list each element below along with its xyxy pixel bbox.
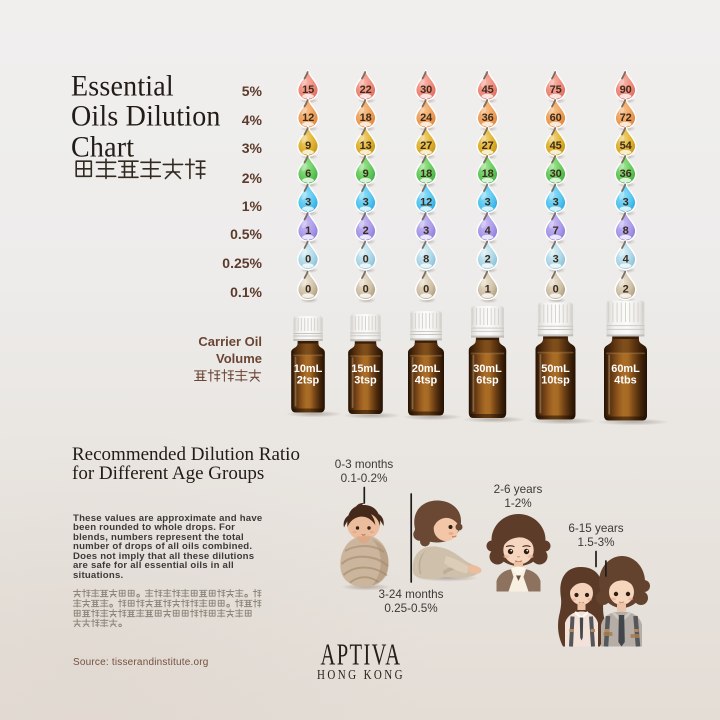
svg-text:18: 18 bbox=[420, 168, 432, 180]
svg-text:7: 7 bbox=[553, 225, 559, 237]
svg-text:12: 12 bbox=[302, 112, 314, 124]
svg-text:50mL: 50mL bbox=[541, 363, 570, 375]
svg-text:24: 24 bbox=[420, 112, 433, 124]
svg-text:3tsp: 3tsp bbox=[354, 375, 377, 387]
svg-text:0: 0 bbox=[305, 253, 311, 265]
svg-text:20mL: 20mL bbox=[412, 363, 441, 375]
svg-text:0: 0 bbox=[363, 283, 369, 295]
svg-text:10tsp: 10tsp bbox=[541, 375, 570, 387]
svg-text:2: 2 bbox=[363, 225, 369, 237]
svg-text:15: 15 bbox=[302, 84, 314, 96]
svg-text:15mL: 15mL bbox=[351, 363, 380, 375]
svg-text:45: 45 bbox=[482, 84, 494, 96]
svg-text:18: 18 bbox=[360, 112, 372, 124]
svg-text:8: 8 bbox=[623, 225, 629, 237]
svg-text:22: 22 bbox=[360, 84, 372, 96]
svg-text:4: 4 bbox=[623, 253, 630, 265]
svg-text:90: 90 bbox=[620, 84, 632, 96]
svg-text:60mL: 60mL bbox=[611, 363, 640, 375]
svg-text:30: 30 bbox=[550, 168, 562, 180]
svg-text:72: 72 bbox=[620, 112, 632, 124]
svg-text:45: 45 bbox=[550, 140, 562, 152]
svg-text:0: 0 bbox=[553, 283, 559, 295]
svg-text:4tbs: 4tbs bbox=[614, 375, 636, 387]
svg-text:60: 60 bbox=[550, 112, 562, 124]
svg-text:6: 6 bbox=[305, 168, 311, 180]
svg-text:27: 27 bbox=[482, 140, 494, 152]
svg-text:0: 0 bbox=[305, 283, 311, 295]
svg-text:4: 4 bbox=[485, 225, 492, 237]
svg-text:0: 0 bbox=[363, 253, 369, 265]
svg-text:36: 36 bbox=[620, 168, 632, 180]
svg-text:30mL: 30mL bbox=[473, 363, 502, 375]
svg-text:6tsp: 6tsp bbox=[476, 375, 499, 387]
svg-text:2: 2 bbox=[485, 253, 491, 265]
svg-text:36: 36 bbox=[482, 112, 494, 124]
svg-text:3: 3 bbox=[423, 225, 429, 237]
svg-text:10mL: 10mL bbox=[294, 363, 323, 375]
svg-text:12: 12 bbox=[420, 196, 432, 208]
svg-text:8: 8 bbox=[423, 253, 429, 265]
svg-text:1: 1 bbox=[485, 283, 491, 295]
svg-text:13: 13 bbox=[360, 140, 372, 152]
svg-text:0: 0 bbox=[423, 283, 429, 295]
svg-text:2: 2 bbox=[623, 283, 629, 295]
svg-text:2tsp: 2tsp bbox=[297, 375, 320, 387]
svg-text:1: 1 bbox=[305, 225, 311, 237]
svg-text:3: 3 bbox=[553, 253, 559, 265]
svg-text:9: 9 bbox=[363, 168, 369, 180]
svg-text:3: 3 bbox=[485, 196, 491, 208]
svg-text:3: 3 bbox=[623, 196, 629, 208]
svg-text:9: 9 bbox=[305, 140, 311, 152]
svg-text:3: 3 bbox=[305, 196, 311, 208]
svg-text:27: 27 bbox=[420, 140, 432, 152]
svg-text:3: 3 bbox=[363, 196, 369, 208]
svg-text:75: 75 bbox=[550, 84, 562, 96]
svg-text:3: 3 bbox=[553, 196, 559, 208]
svg-text:54: 54 bbox=[620, 140, 633, 152]
svg-text:4tsp: 4tsp bbox=[415, 375, 438, 387]
svg-text:18: 18 bbox=[482, 168, 494, 180]
svg-text:30: 30 bbox=[420, 84, 432, 96]
